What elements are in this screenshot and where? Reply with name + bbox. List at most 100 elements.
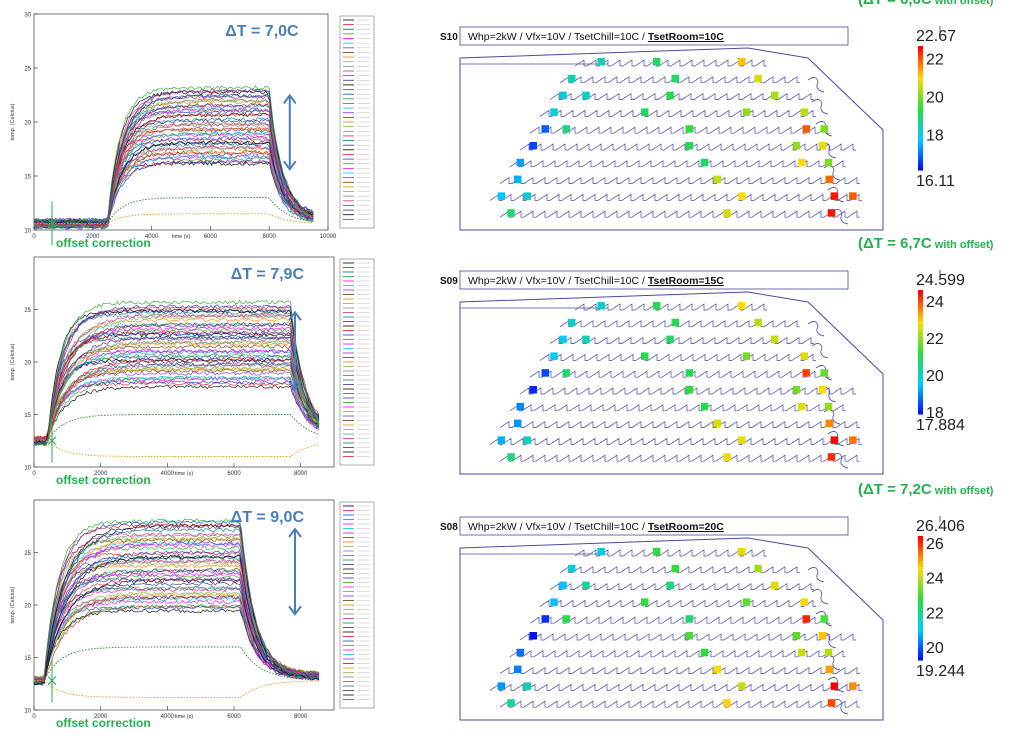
sensor-cell	[770, 581, 779, 590]
sensor-cell	[824, 402, 833, 411]
tsetroom-value: TsetRoom=10C	[648, 31, 724, 43]
tsetroom-value: TsetRoom=15C	[648, 275, 724, 287]
pipe-bend	[807, 77, 825, 93]
temperature-plot-s09: 10 15 20 25 0 2000 4000 6000 8000 time (s) temp. (…	[10, 256, 375, 487]
data-series-line	[33, 366, 320, 441]
data-series-line	[33, 357, 320, 444]
colorbar-segment	[918, 364, 923, 369]
data-series-line	[33, 363, 320, 442]
sensor-cell	[582, 581, 590, 590]
colorbar-segment	[918, 299, 923, 303]
sensor-cell	[516, 158, 525, 167]
sensor-cell	[830, 436, 839, 444]
colorbar-segment	[918, 160, 923, 165]
colorbar-segment	[918, 653, 923, 658]
colorbar-segment	[918, 370, 923, 375]
x-tick-label: 2000	[94, 471, 108, 477]
pipe-row	[499, 210, 860, 218]
colorbar-segment	[918, 114, 923, 118]
sensor-cell	[742, 598, 751, 606]
colorbar-segment	[918, 554, 923, 559]
pipe-bend	[811, 589, 829, 605]
data-series-line-dotted	[34, 680, 320, 698]
pipe-row	[489, 683, 862, 691]
colorbar-segment	[918, 166, 923, 171]
sensor-cell	[529, 632, 537, 640]
sensor-cell	[666, 581, 674, 590]
colorbar-segment	[918, 293, 923, 297]
y-tick-label: 20	[24, 361, 31, 367]
sensor-cell	[849, 682, 857, 690]
pipe-row	[519, 633, 856, 641]
colorbar-segment	[918, 154, 923, 159]
sensor-cell	[529, 386, 537, 394]
colorbar-segment	[918, 111, 923, 115]
sensor-cell	[754, 564, 762, 573]
sensor-cell	[641, 352, 649, 360]
x-tick-label: 2000	[94, 714, 108, 720]
data-series-line	[33, 578, 320, 685]
sensor-cell	[827, 453, 836, 461]
sensor-id: S09	[440, 276, 458, 287]
colorbar-segment	[918, 123, 923, 128]
colorbar-segment	[918, 330, 923, 334]
colorbar-segment	[918, 610, 923, 615]
sensor-cell	[568, 318, 576, 327]
colorbar-segment	[918, 135, 923, 140]
y-tick-label: 20	[24, 604, 31, 610]
arrow-head-down	[282, 160, 297, 171]
data-series-line	[33, 384, 320, 441]
colorbar-segment	[918, 588, 923, 593]
pipe-row	[539, 109, 816, 117]
data-series-line	[33, 102, 314, 223]
colorbar-segment	[918, 290, 923, 294]
colorbar-max: 22.67	[916, 28, 956, 45]
colorbar-segment	[918, 548, 923, 553]
pipe-row	[529, 126, 830, 134]
pipe-row	[539, 599, 816, 607]
pipe-bend	[811, 99, 829, 115]
data-series-line	[34, 97, 314, 227]
data-series-line	[33, 308, 320, 444]
colorbar-segment	[918, 563, 923, 568]
colorbar-segment	[918, 46, 923, 50]
colorbar-segment	[918, 404, 923, 409]
sensor-cell	[523, 436, 531, 444]
pipe-row	[509, 650, 846, 658]
colorbar-segment	[918, 585, 923, 590]
colorbar-segment	[918, 308, 923, 313]
data-series-line	[33, 605, 320, 685]
colorbar-segment	[918, 145, 923, 149]
data-series-line	[34, 375, 320, 444]
colorbar-segment	[918, 383, 923, 387]
colorbar-segment	[918, 407, 923, 412]
colorbar-segment	[918, 345, 923, 350]
colorbar-segment	[918, 570, 923, 574]
data-series-line	[33, 348, 320, 442]
colorbar-segment	[918, 401, 923, 406]
sensor-cell	[825, 175, 833, 184]
sensor-cell	[754, 318, 762, 327]
colorbar-segment	[918, 120, 923, 125]
sensor-cell	[559, 581, 567, 590]
colorbar-segment	[918, 333, 923, 338]
colorbar-segment	[918, 142, 923, 146]
sensor-id: S10	[440, 32, 458, 43]
sensor-cell	[516, 402, 525, 411]
x-tick-label: 0	[32, 714, 36, 720]
colorbar-segment	[918, 321, 923, 325]
sensor-cell	[559, 335, 567, 344]
colorbar-segment	[918, 89, 923, 94]
sensor-cell	[700, 402, 709, 411]
heatmap-s10: S10 Whp=2kW / Vfx=10V / TsetChill=10C / T…	[440, 0, 994, 231]
sensor-cell	[713, 665, 721, 674]
colorbar-segment	[918, 622, 923, 627]
colorbar-max: 26.406	[916, 518, 965, 535]
pipe-row	[509, 404, 846, 412]
data-series-line-dotted	[34, 440, 320, 457]
colorbar-segment	[918, 389, 923, 393]
header-text: Whp=2kW / Vfx=10V / TsetChill=10C / Tset…	[468, 31, 724, 43]
sensor-cell	[685, 632, 693, 640]
colorbar-segment	[918, 302, 923, 307]
temperature-plot-s10: 10 15 20 25 30 0 2000 4000 6000 8000 10000 time (s)…	[10, 13, 375, 250]
